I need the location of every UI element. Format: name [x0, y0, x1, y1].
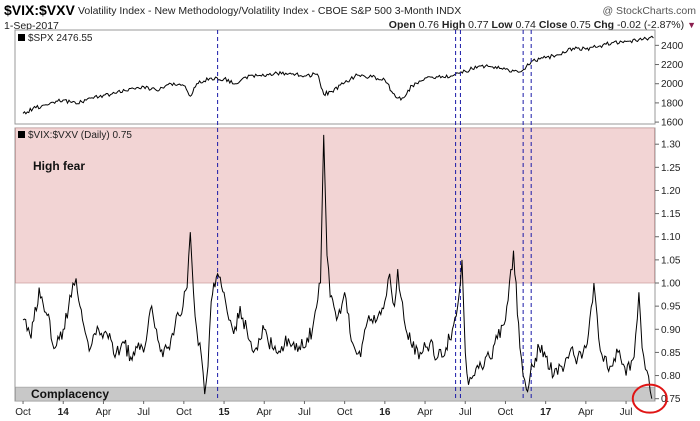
highlight-circle — [631, 383, 668, 414]
vix-vxv-panel: High fear Complacency 0.75 0.80 0.85 0.90 0.95… — [14, 30, 681, 418]
ratio-y-tick-label: 0.75 — [661, 394, 681, 405]
x-tick-label: 17 — [540, 407, 552, 418]
x-tick-label: Apr — [256, 407, 272, 418]
x-tick-label: 16 — [379, 407, 391, 418]
x-tick-label: 14 — [58, 407, 70, 418]
ratio-legend-label: $VIX:$VXV (Daily) 0.75 — [28, 130, 132, 141]
ratio-y-tick-label: 0.95 — [661, 302, 681, 313]
ratio-y-tick-label: 0.80 — [661, 371, 681, 382]
spx-y-tick-label: 1800 — [661, 98, 684, 109]
spx-y-tick-label: 2200 — [661, 60, 684, 71]
ticker-symbol: $VIX:$VXV — [4, 2, 75, 18]
x-tick-label: Oct — [498, 407, 514, 418]
x-tick-label: Apr — [417, 407, 433, 418]
x-tick-label: Jul — [298, 407, 311, 418]
x-tick-label: Oct — [337, 407, 353, 418]
x-tick-label: 15 — [218, 407, 230, 418]
ratio-y-tick-label: 1.00 — [661, 279, 681, 290]
chart-date: 1-Sep-2017 — [4, 20, 59, 32]
complacency-band — [15, 386, 655, 402]
ratio-y-tick-label: 1.30 — [661, 140, 681, 151]
chart-header: $VIX:$VXV Volatility Index - New Methodo… — [4, 2, 696, 32]
x-tick-label: Apr — [96, 407, 112, 418]
spx-line — [22, 35, 654, 115]
ratio-y-tick-label: 1.20 — [661, 186, 681, 197]
x-tick-label: Apr — [578, 407, 594, 418]
x-tick-label: Oct — [176, 407, 192, 418]
ratio-y-tick-label: 1.10 — [661, 232, 681, 243]
ratio-y-tick-label: 1.25 — [661, 163, 681, 174]
down-triangle-icon: ▼ — [687, 20, 696, 30]
brand-watermark: @ StockCharts.com — [602, 5, 696, 17]
ratio-y-tick-label: 1.15 — [661, 209, 681, 220]
spx-legend-swatch — [18, 34, 25, 41]
vix-vxv-line — [22, 134, 653, 399]
spx-legend-label: $SPX 2476.55 — [28, 33, 93, 44]
spx-y-tick-label: 1600 — [661, 118, 684, 129]
spx-panel: 1600 1800 2000 2200 2400 $SPX 2476.55 — [14, 29, 684, 129]
high-fear-band — [15, 127, 655, 284]
x-tick-label: Oct — [15, 407, 31, 418]
x-tick-label: Jul — [459, 407, 472, 418]
spx-plot-frame — [14, 29, 656, 125]
ratio-legend-swatch — [18, 131, 25, 138]
spx-y-tick-label: 2000 — [661, 79, 684, 90]
x-tick-label: Jul — [620, 407, 633, 418]
ratio-y-tick-label: 0.90 — [661, 325, 681, 336]
x-tick-label: Jul — [137, 407, 150, 418]
complacency-label: Complacency — [31, 387, 109, 401]
ratio-y-tick-label: 1.05 — [661, 255, 681, 266]
ratio-y-tick-label: 0.85 — [661, 348, 681, 359]
chart-title: Volatility Index - New Methodology/Volat… — [78, 5, 462, 17]
high-fear-label: High fear — [33, 159, 85, 173]
ohlc-readout: Open 0.76 High 0.77 Low 0.74 Close 0.75 … — [388, 19, 696, 31]
spx-y-tick-label: 2400 — [661, 41, 684, 52]
